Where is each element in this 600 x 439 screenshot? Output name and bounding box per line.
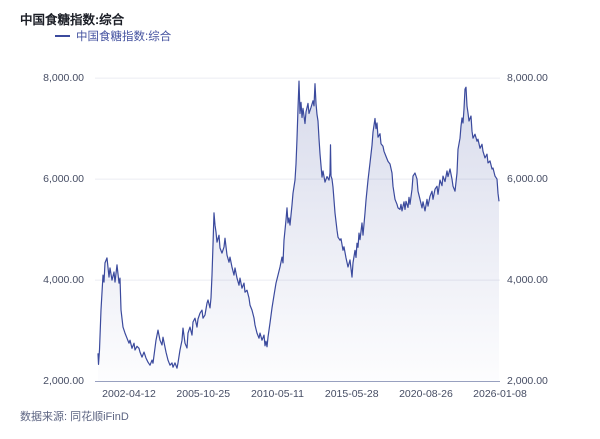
y-axis-label-right: 4,000.00 <box>507 274 548 287</box>
chart-title: 中国食糖指数:综合 <box>20 13 125 27</box>
sugar-index-line-chart[interactable] <box>95 68 500 381</box>
legend-item-sugar-index[interactable]: 中国食糖指数:综合 <box>55 28 171 44</box>
y-axis-label-left: 2,000.00 <box>43 375 84 388</box>
plot-area <box>95 68 500 382</box>
x-axis-label: 2026-01-08 <box>473 388 527 400</box>
legend-line-marker <box>55 35 70 37</box>
series-line <box>97 80 500 369</box>
x-axis-label: 2005-10-25 <box>176 388 231 400</box>
y-axis-label-right: 6,000.00 <box>507 173 548 186</box>
y-axis-label-left: 6,000.00 <box>43 173 84 186</box>
legend-label: 中国食糖指数:综合 <box>76 31 172 43</box>
y-axis-label-left: 8,000.00 <box>43 72 84 85</box>
y-axis-label-left: 4,000.00 <box>43 274 84 287</box>
x-axis-label: 2015-05-28 <box>324 388 379 400</box>
y-axis-label-right: 2,000.00 <box>507 375 548 388</box>
data-source-note: 数据来源: 同花顺iFinD <box>20 411 129 423</box>
x-axis-label: 2020-08-26 <box>399 388 453 400</box>
y-axis-label-right: 8,000.00 <box>507 72 548 85</box>
series-area-fill <box>98 81 499 381</box>
x-axis-label: 2002-04-12 <box>102 388 156 400</box>
x-axis-label: 2010-05-11 <box>251 388 304 400</box>
